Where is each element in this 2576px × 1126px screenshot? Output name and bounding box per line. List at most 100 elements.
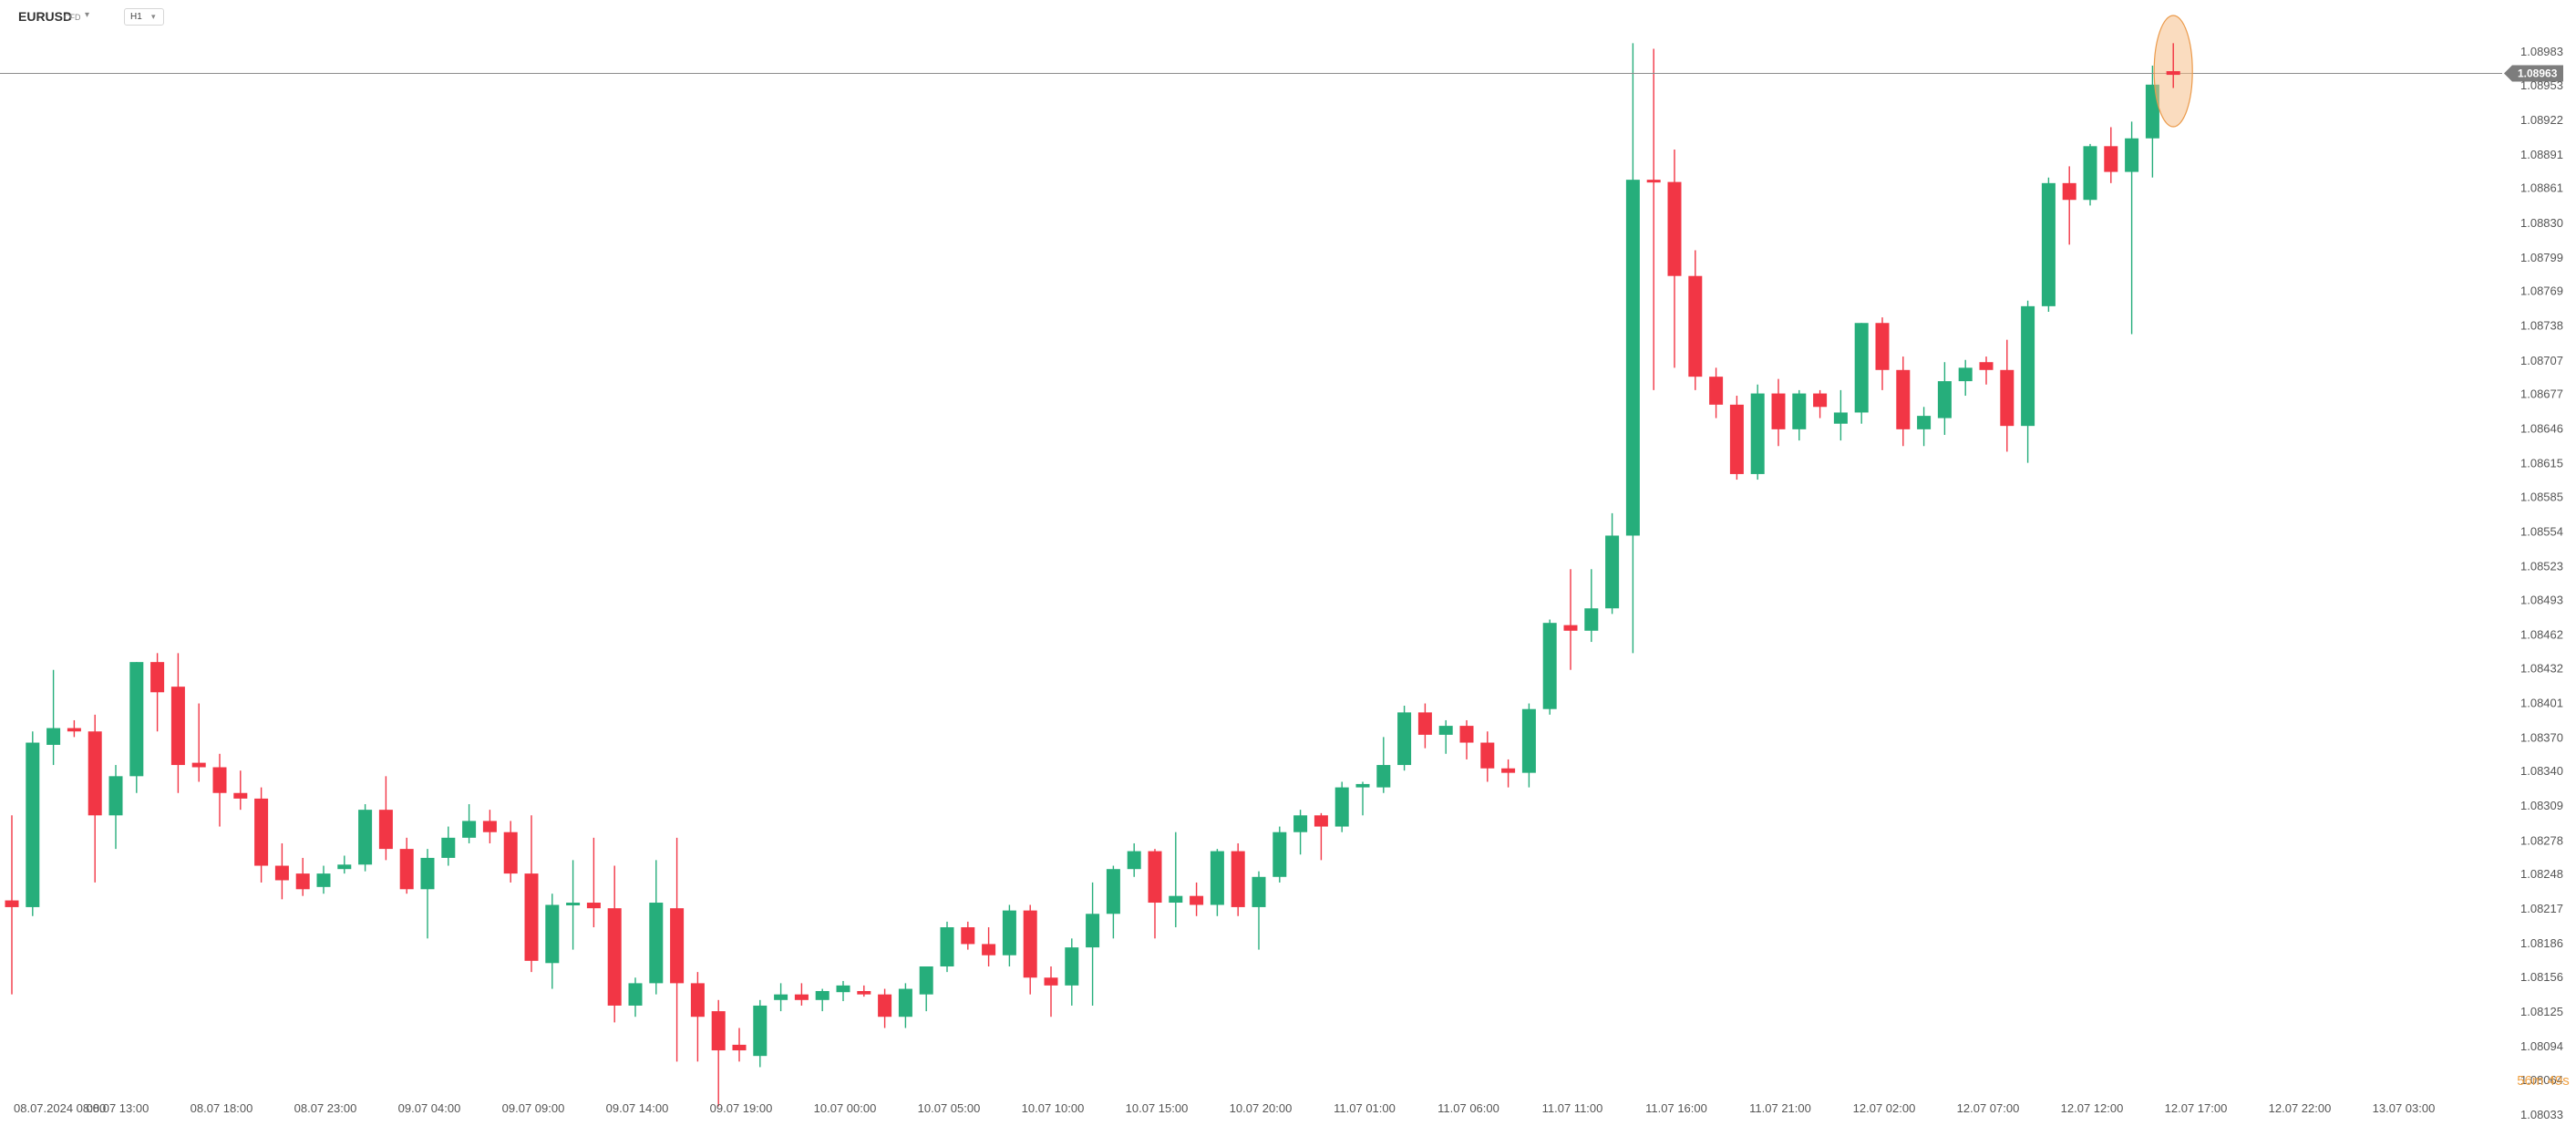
price-tick-label: 1.08769 [2520, 284, 2563, 298]
candle-body [1106, 869, 1120, 914]
time-tick-label: 11.07 16:00 [1645, 1101, 1707, 1115]
candle-body [774, 994, 788, 1000]
candle-body [420, 857, 435, 890]
candle [1127, 842, 1141, 877]
candle [358, 804, 373, 872]
candle-body [1625, 180, 1640, 536]
candle [67, 719, 81, 738]
price-tick-label: 1.08370 [2520, 730, 2563, 744]
price-tick-label: 1.08799 [2520, 251, 2563, 264]
candle [191, 703, 206, 782]
candle [878, 988, 892, 1028]
symbol-name[interactable]: EURUSD [18, 9, 73, 24]
candle [1709, 367, 1724, 418]
candle [420, 849, 435, 939]
candle [1438, 719, 1453, 754]
candle [1065, 938, 1079, 1006]
candle [337, 855, 352, 874]
time-tick-label: 12.07 17:00 [2165, 1101, 2228, 1115]
candle [1917, 407, 1932, 447]
candle [1252, 871, 1266, 950]
candle-body [794, 994, 809, 1000]
price-tick-label: 1.08125 [2520, 1005, 2563, 1018]
candle [1459, 719, 1474, 759]
candle-body [940, 927, 954, 966]
candle-body [1169, 895, 1183, 904]
candle [1501, 759, 1516, 788]
candle-body [753, 1005, 768, 1057]
candle [1750, 384, 1765, 480]
price-tick-label: 1.08953 [2520, 78, 2563, 92]
candle [1958, 359, 1973, 397]
time-tick-label: 11.07 11:00 [1542, 1101, 1603, 1115]
candle [378, 776, 393, 861]
candle [836, 980, 850, 1002]
candle [670, 837, 685, 1062]
price-tick-label: 1.08554 [2520, 525, 2563, 539]
candle-body [815, 990, 829, 1000]
candle [212, 753, 227, 827]
time-tick-label: 11.07 21:00 [1749, 1101, 1811, 1115]
candle [711, 999, 726, 1107]
price-tick-label: 1.08493 [2520, 593, 2563, 606]
price-tick-label: 1.08094 [2520, 1039, 2563, 1053]
candle-body [1417, 712, 1432, 735]
candle-body [1771, 393, 1786, 429]
candle [1667, 150, 1682, 368]
candle-body [1729, 404, 1744, 474]
candle [774, 983, 788, 1012]
candle [1148, 849, 1162, 939]
candle-body [982, 944, 996, 956]
price-tick-label: 1.08462 [2520, 627, 2563, 641]
price-tick-label: 1.08922 [2520, 113, 2563, 127]
candle [1563, 569, 1578, 670]
candle-body [1002, 910, 1016, 956]
candle [1086, 882, 1100, 1006]
candle [254, 787, 269, 883]
candle-body [1792, 393, 1807, 429]
candle-body [2041, 182, 2056, 306]
price-axis[interactable]: 1.08983 1.08953 1.08922 1.08891 1.08861 1.088… [2504, 45, 2570, 1121]
candle [940, 921, 954, 973]
candle-body [26, 742, 40, 907]
candle [1937, 362, 1952, 435]
candle-body [524, 873, 539, 961]
candle-body [1438, 726, 1453, 735]
candle [1625, 43, 1640, 654]
price-tick-label: 1.08738 [2520, 319, 2563, 333]
candle-body [399, 849, 414, 890]
candle [1542, 619, 1557, 715]
time-tick-label: 08.07.2024 08:00 [14, 1101, 106, 1115]
candle-body [2083, 146, 2097, 201]
candle-body [1813, 393, 1828, 408]
price-tick-label: 1.08278 [2520, 833, 2563, 847]
candle [316, 865, 331, 894]
chevron-down-icon: ▾ [151, 12, 156, 21]
candle [1896, 356, 1911, 447]
candle [524, 815, 539, 973]
time-tick-label: 09.07 14:00 [606, 1101, 669, 1115]
timeframe-label: H1 [130, 12, 142, 22]
candle-body [503, 832, 518, 874]
caret-down-icon[interactable]: ▾ [85, 10, 90, 20]
candle-body [2125, 138, 2139, 172]
time-tick-label: 11.07 06:00 [1437, 1101, 1499, 1115]
candle [1273, 826, 1287, 883]
timeframe-select[interactable]: H1 ▾ [124, 8, 164, 26]
time-tick-label: 09.07 04:00 [398, 1101, 461, 1115]
candle [1044, 966, 1058, 1018]
price-tick-label: 1.08156 [2520, 970, 2563, 984]
time-tick-label: 12.07 12:00 [2061, 1101, 2124, 1115]
candle-body [378, 810, 393, 850]
overlay-layer [2153, 15, 2193, 128]
candle-body [566, 903, 581, 906]
candle-body [1917, 416, 1932, 429]
price-tick-label: 1.08615 [2520, 457, 2563, 470]
candles-layer [5, 43, 2180, 1107]
candle-body [1190, 895, 1204, 905]
candle [545, 894, 560, 989]
price-tick-label: 1.08340 [2520, 764, 2563, 778]
time-tick-label: 08.07 18:00 [191, 1101, 253, 1115]
